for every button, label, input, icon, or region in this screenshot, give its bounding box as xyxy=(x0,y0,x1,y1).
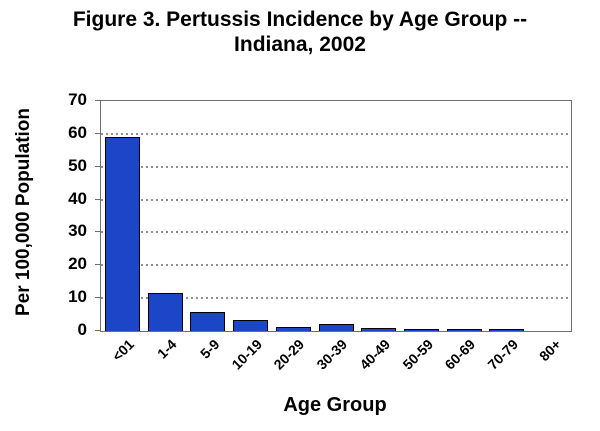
y-tick-label-70: 70 xyxy=(68,90,87,109)
gridline-40 xyxy=(101,198,571,201)
x-category-label-40-49: 40-49 xyxy=(356,336,394,373)
x-axis-title: Age Group xyxy=(283,394,387,416)
bar-60-69 xyxy=(446,329,482,331)
x-category-label-5-9: 5-9 xyxy=(196,336,223,362)
y-tick-mark-30 xyxy=(95,231,100,233)
bar-1-4 xyxy=(147,293,183,331)
bar-30-39 xyxy=(318,324,354,331)
y-tick-label-30: 30 xyxy=(68,221,87,241)
y-tick-label-0: 0 xyxy=(77,320,87,339)
chart-title-line1: Figure 3. Pertussis Incidence by Age Gro… xyxy=(72,8,528,31)
y-tick-mark-10 xyxy=(95,297,100,299)
y-axis-ticks: 0 10 20 30 40 50 60 70 xyxy=(0,90,100,339)
gridline-50 xyxy=(101,165,571,168)
bar-5-9 xyxy=(190,312,226,331)
chart-title: Figure 3. Pertussis Incidence by Age Gro… xyxy=(0,7,600,57)
x-axis-labels: <01 1-4 5-9 10-19 20-29 30-39 40-49 50-59 60-69 7… xyxy=(100,334,570,394)
x-category-label-80+: 80+ xyxy=(535,336,564,365)
chart-title-line2: Indiana, 2002 xyxy=(234,33,366,56)
x-category-label-30-39: 30-39 xyxy=(313,336,351,373)
y-tick-mark-0 xyxy=(95,330,100,331)
gridline-10 xyxy=(101,297,571,300)
bar-70-79 xyxy=(489,329,525,331)
x-category-label-10-19: 10-19 xyxy=(228,336,265,373)
y-tick-label-20: 20 xyxy=(68,254,87,274)
bar-<01 xyxy=(104,137,140,331)
y-tick-mark-60 xyxy=(95,132,100,134)
bar-20-29 xyxy=(275,327,311,331)
y-tick-label-10: 10 xyxy=(68,287,87,307)
bar-40-49 xyxy=(361,328,397,331)
y-tick-label-60: 60 xyxy=(68,122,87,142)
gridline-30 xyxy=(101,231,571,234)
plot-area xyxy=(100,100,572,332)
y-tick-mark-20 xyxy=(95,264,100,266)
x-category-label-<01: <01 xyxy=(108,336,137,365)
y-tick-mark-70 xyxy=(95,100,100,101)
y-tick-mark-50 xyxy=(95,165,100,167)
gridline-20 xyxy=(101,264,571,267)
x-category-label-1-4: 1-4 xyxy=(153,336,180,362)
y-tick-label-40: 40 xyxy=(68,188,87,208)
y-tick-label-50: 50 xyxy=(68,155,87,175)
x-category-label-60-69: 60-69 xyxy=(441,336,479,373)
bar-10-19 xyxy=(233,320,269,331)
x-category-label-70-79: 70-79 xyxy=(484,336,522,373)
bar-50-59 xyxy=(403,329,439,331)
y-tick-mark-40 xyxy=(95,198,100,200)
x-category-label-20-29: 20-29 xyxy=(270,336,308,373)
x-category-label-50-59: 50-59 xyxy=(399,336,436,373)
gridline-60 xyxy=(101,132,571,135)
